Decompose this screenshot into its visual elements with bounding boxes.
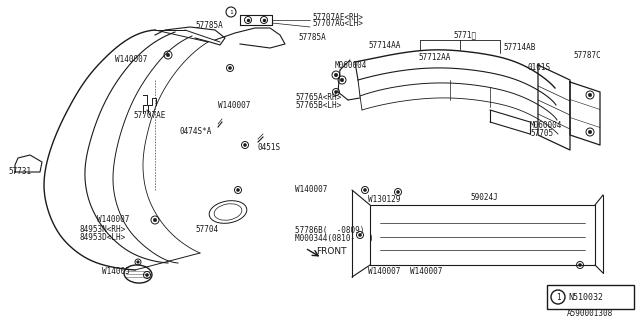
Text: 0474S*A: 0474S*A xyxy=(180,127,212,137)
Text: W140007: W140007 xyxy=(295,186,328,195)
Text: W140007: W140007 xyxy=(218,100,250,109)
Text: 0101S: 0101S xyxy=(527,63,550,73)
FancyBboxPatch shape xyxy=(547,285,634,309)
Circle shape xyxy=(579,263,582,267)
Text: 1: 1 xyxy=(229,10,233,14)
Circle shape xyxy=(243,143,246,147)
Circle shape xyxy=(588,130,592,134)
Text: 84953D<LH>: 84953D<LH> xyxy=(80,234,126,243)
Text: 57712AA: 57712AA xyxy=(418,53,451,62)
Circle shape xyxy=(236,188,239,192)
Circle shape xyxy=(228,67,232,69)
Text: W140007: W140007 xyxy=(115,54,147,63)
Circle shape xyxy=(334,73,338,77)
Text: 57714AA: 57714AA xyxy=(368,42,401,51)
Text: 57787C: 57787C xyxy=(573,51,601,60)
Text: 57765B<LH>: 57765B<LH> xyxy=(295,100,341,109)
Text: 57705: 57705 xyxy=(530,130,553,139)
Text: 57765A<RH>: 57765A<RH> xyxy=(295,93,341,102)
Text: 0451S: 0451S xyxy=(258,142,281,151)
Text: 57731: 57731 xyxy=(8,167,31,177)
Text: 1: 1 xyxy=(556,292,560,301)
Circle shape xyxy=(396,190,399,194)
Text: 57785A: 57785A xyxy=(298,34,326,43)
Text: W130129: W130129 xyxy=(368,196,401,204)
Text: 57714AB: 57714AB xyxy=(503,44,536,52)
Circle shape xyxy=(340,78,344,82)
Text: 57785A: 57785A xyxy=(195,20,223,29)
Text: 57707AF<RH>: 57707AF<RH> xyxy=(312,12,363,21)
Text: 84953N<RH>: 84953N<RH> xyxy=(80,226,126,235)
Text: 5771ℓ: 5771ℓ xyxy=(453,30,476,39)
Circle shape xyxy=(137,261,140,263)
Text: W140007: W140007 xyxy=(410,268,442,276)
Circle shape xyxy=(166,53,170,57)
Text: 57704: 57704 xyxy=(195,226,218,235)
Text: 57707AG<LH>: 57707AG<LH> xyxy=(312,20,363,28)
Text: M000344(0810-   ): M000344(0810- ) xyxy=(295,234,374,243)
Text: 59024J: 59024J xyxy=(470,194,498,203)
Text: FRONT: FRONT xyxy=(316,247,346,257)
Text: W14005: W14005 xyxy=(102,268,130,276)
Text: W140007: W140007 xyxy=(97,215,129,225)
Text: M060004: M060004 xyxy=(335,60,367,69)
Text: 57707AE: 57707AE xyxy=(133,110,165,119)
Text: N510032: N510032 xyxy=(568,292,603,301)
Circle shape xyxy=(145,273,148,276)
Circle shape xyxy=(358,233,362,236)
Circle shape xyxy=(153,218,157,222)
Circle shape xyxy=(335,91,337,93)
Text: M060004: M060004 xyxy=(530,121,563,130)
Text: A590001308: A590001308 xyxy=(567,309,613,318)
Circle shape xyxy=(588,93,592,97)
Text: 57786B(  -0809): 57786B( -0809) xyxy=(295,226,364,235)
Circle shape xyxy=(364,188,367,192)
Text: W140007: W140007 xyxy=(368,268,401,276)
